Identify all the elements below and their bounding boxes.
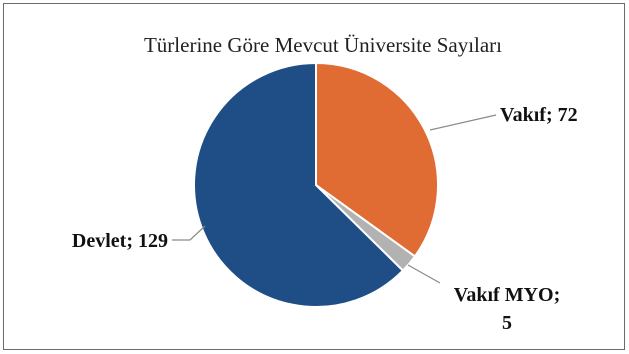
leader-line-vakif-myo [407,264,441,284]
data-label-devlet: Devlet; 129 [72,230,168,252]
data-label-vakif: Vakıf; 72 [500,104,578,126]
pie-slices [193,61,439,308]
chart-title: Türlerine Göre Mevcut Üniversite Sayılar… [144,33,502,57]
leader-line-devlet [172,225,206,241]
pie-slice-vakif [315,61,439,258]
leader-line-vakif [429,114,497,131]
pie-slice-devlet [193,61,405,308]
data-label-vakif-myo-line2: 5 [502,312,512,334]
data-label-vakif-myo-line1: Vakıf MYO; [454,284,560,306]
